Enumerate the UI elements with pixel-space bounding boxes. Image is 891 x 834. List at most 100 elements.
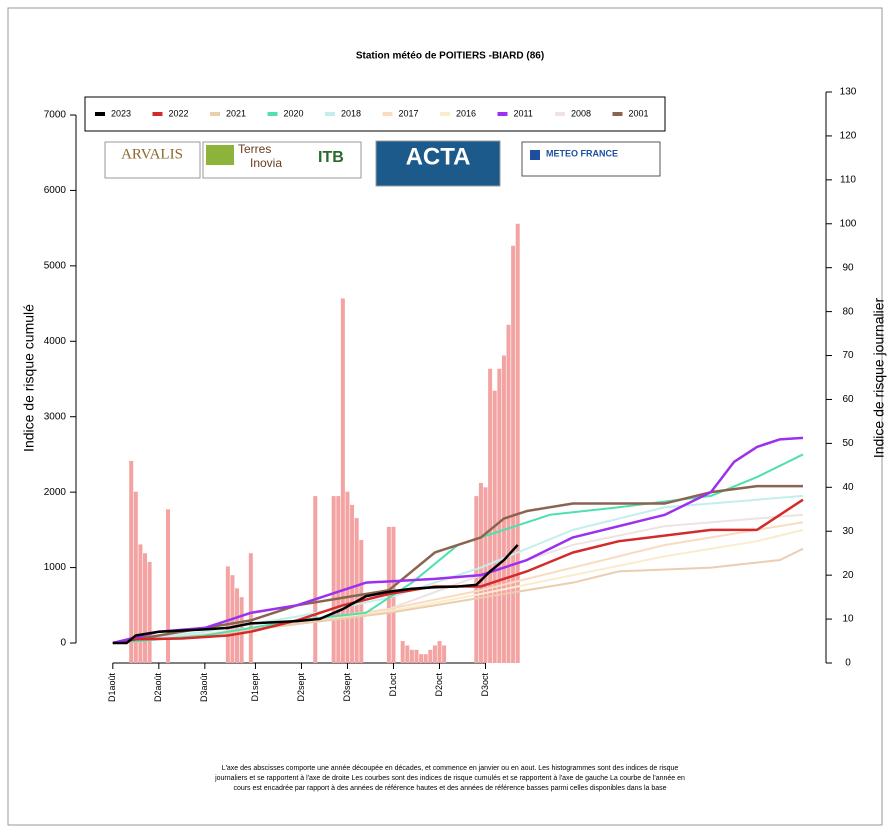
bar [248,553,253,663]
logo-box [104,141,201,179]
y-tick-label: 3000 [44,411,67,422]
line-series [112,436,804,645]
line-series [112,453,804,645]
bar [511,245,516,663]
footnote: L'axe des abscisses comporte une année d… [222,765,679,772]
legend-label: 2022 [169,108,189,118]
legend-label: 2016 [456,108,476,118]
y2-axis-label: Indice de risque journalier [871,298,887,459]
y2-tick-label: 60 [842,394,854,405]
bar [437,641,442,663]
logo-text: Terres [238,142,271,156]
footnote: cours est encadrée par rapport à des ann… [233,785,666,792]
legend-label: 2011 [514,108,533,118]
bar [147,561,152,663]
y2-tick-label: 10 [842,614,854,625]
bar [478,482,483,663]
logo-text: METEO FRANCE [546,148,618,158]
chart-title: Station météo de POITIERS -BIARD (86) [356,51,544,62]
y2-tick-label: 40 [842,482,854,493]
line-series [112,494,804,645]
bar [442,645,447,663]
bar [488,368,493,663]
bar [354,518,359,663]
logo-text: ARVALIS [121,146,183,162]
bar [129,460,134,663]
line-series [112,544,519,645]
y2-tick-label: 0 [845,658,851,669]
y-tick-label: 2000 [44,487,67,498]
bar [340,298,345,663]
legend-label: 2001 [629,108,649,118]
line-series [112,484,803,645]
y2-tick-label: 70 [842,350,854,361]
x-tick-label: D2sept [296,673,306,702]
bar [497,368,502,663]
bar [313,496,318,663]
legend-label: 2021 [226,108,246,118]
logo-box [375,140,501,187]
x-tick-label: D2oct [434,673,444,697]
bar [133,491,138,663]
y-tick-label: 7000 [44,110,67,121]
y2-tick-label: 50 [842,438,854,449]
logos: ARVALIS Terres Inovia ITB ACTA METEO FRA… [104,140,661,187]
bar [515,223,520,663]
bar [409,649,414,663]
bar [350,504,355,663]
y2-tick-label: 30 [842,526,854,537]
logo-box [521,141,661,177]
bar [419,654,424,663]
bar [138,544,143,663]
bar [506,324,511,663]
bar [345,491,350,663]
y-axis-label: Indice de risque cumulé [21,304,37,452]
y-tick-label: 5000 [44,261,67,272]
y2-tick-label: 130 [840,87,857,98]
x-tick-label: D3oct [480,673,490,697]
bar [400,641,405,663]
bar [474,496,479,663]
logo-text: ACTA [406,143,471,170]
y2-tick-label: 110 [840,174,856,185]
logo-text: ITB [318,149,344,166]
bar [432,645,437,663]
legend-label: 2018 [341,108,361,118]
bar [405,645,410,663]
y2-tick-label: 90 [842,262,854,273]
x-tick-label: D3sept [342,673,352,702]
x-tick-label: D2août [153,673,163,703]
frame [7,7,883,826]
x-tick-label: D3août [199,673,209,703]
bar [336,496,341,663]
x-tick-label: D1sept [250,673,260,702]
bar [501,355,506,663]
bar [143,553,148,663]
y2-tick-label: 100 [840,218,857,229]
legend-label: 2017 [399,108,419,118]
logo-icon [206,145,234,165]
bar [428,649,433,663]
line-series [112,498,804,645]
bar [331,496,336,663]
bar [423,654,428,663]
x-tick-label: D1oct [388,673,398,697]
legend-label: 2023 [111,108,131,118]
y2-tick-label: 80 [842,306,854,317]
bar [414,649,419,663]
legend-label: 2008 [571,108,591,118]
legend-box [84,96,666,132]
y-tick-label: 0 [60,638,66,649]
y-tick-label: 4000 [44,336,67,347]
footnote: journaliers et se rapportent à l'axe de … [214,775,685,782]
bar [225,566,230,663]
y2-tick-label: 120 [840,131,857,142]
logo-text: Inovia [250,156,282,170]
line-series [112,547,804,645]
y-tick-label: 6000 [44,185,67,196]
logo-icon [530,150,540,160]
x-tick-label: D1août [107,673,117,703]
bar [166,509,171,663]
legend-label: 2020 [284,108,304,118]
